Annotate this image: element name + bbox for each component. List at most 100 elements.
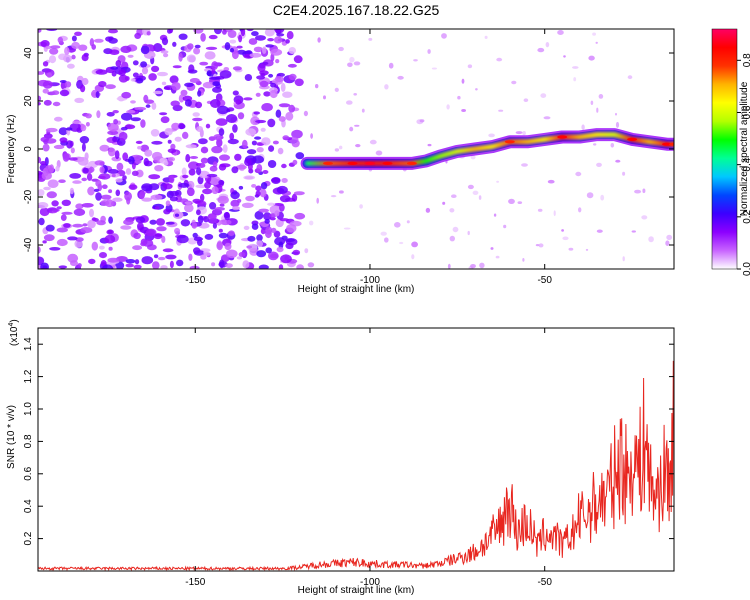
noise-speckle [140, 61, 148, 68]
noise-speckle [411, 241, 418, 248]
noise-speckle [58, 265, 68, 269]
noise-speckle [82, 167, 89, 174]
noise-speckle [590, 100, 594, 106]
noise-speckle [169, 196, 178, 202]
noise-speckle [309, 220, 314, 226]
noise-speckle [648, 236, 654, 243]
noise-speckle [284, 238, 295, 243]
noise-speckle [581, 124, 585, 130]
snr-multiplier-close: ) [9, 319, 20, 322]
noise-speckle [211, 186, 219, 195]
noise-speckle [125, 263, 134, 268]
noise-speckle [227, 30, 237, 38]
noise-speckle [200, 146, 209, 154]
noise-speckle [125, 168, 132, 175]
noise-speckle [189, 156, 199, 159]
snr-multiplier-base: (x10 [9, 326, 20, 346]
noise-speckle [137, 146, 142, 150]
noise-speckle [537, 47, 545, 53]
noise-speckle [205, 123, 211, 129]
noise-speckle [81, 203, 94, 208]
noise-speckle [115, 189, 121, 197]
noise-speckle [207, 218, 220, 224]
noise-speckle [62, 153, 70, 162]
snr-y-tick-label: 0.2 [23, 531, 34, 545]
noise-speckle [148, 183, 160, 191]
noise-speckle [447, 263, 451, 269]
noise-speckle [91, 241, 99, 251]
noise-speckle [45, 127, 58, 133]
noise-speckle [192, 117, 203, 122]
noise-speckle [58, 179, 66, 183]
noise-speckle [42, 240, 47, 244]
noise-speckle [388, 62, 394, 69]
noise-speckle [246, 149, 257, 155]
noise-speckle [641, 215, 648, 220]
noise-speckle [157, 256, 166, 261]
noise-speckle [193, 29, 204, 34]
noise-speckle [67, 63, 75, 69]
noise-speckle [187, 180, 195, 190]
noise-speckle [219, 154, 230, 161]
noise-speckle [200, 33, 206, 42]
noise-speckle [425, 207, 431, 213]
noise-speckle [120, 225, 132, 230]
noise-speckle [56, 206, 62, 210]
noise-speckle [222, 144, 228, 153]
noise-speckle [148, 73, 157, 81]
noise-speckle [267, 38, 274, 42]
noise-speckle [276, 185, 288, 194]
noise-speckle [353, 93, 358, 96]
noise-speckle [191, 222, 198, 229]
noise-speckle [68, 157, 78, 161]
noise-speckle [154, 165, 164, 172]
snr-x-tick-label: -50 [537, 577, 552, 588]
snr-y-tick-label: 0.4 [23, 499, 34, 513]
noise-speckle [218, 164, 227, 171]
noise-speckle [42, 80, 53, 89]
noise-speckle [232, 124, 238, 133]
spectrogram-y-tick-label: 0 [23, 146, 34, 152]
noise-speckle [294, 212, 306, 220]
noise-speckle [135, 140, 143, 144]
spectrogram-y-axis: -40 -20 0 20 40 [23, 47, 674, 252]
noise-speckle [189, 78, 200, 83]
snr-y-axis: 0.2 0.4 0.6 0.8 1.0 1.2 1.4 [23, 337, 674, 546]
noise-speckle [265, 44, 274, 48]
noise-speckle [557, 30, 564, 35]
noise-speckle [237, 49, 246, 55]
noise-speckle [238, 34, 243, 43]
noise-speckle [593, 143, 597, 146]
noise-speckle [274, 29, 285, 34]
noise-speckle [553, 210, 556, 217]
noise-speckle [245, 128, 257, 136]
noise-speckle [224, 242, 232, 251]
noise-speckle [50, 45, 61, 49]
noise-speckle [146, 31, 151, 36]
noise-speckle [535, 244, 540, 247]
noise-speckle [161, 81, 167, 86]
noise-speckle [361, 108, 365, 113]
noise-speckle [174, 213, 180, 217]
noise-speckle [666, 234, 673, 241]
noise-speckle [256, 234, 263, 242]
noise-speckle [274, 36, 283, 44]
noise-speckle [268, 145, 275, 152]
noise-speckle [241, 202, 254, 208]
noise-speckle [185, 154, 191, 163]
noise-speckle [369, 139, 377, 145]
noise-speckle [63, 223, 71, 228]
noise-speckle [380, 231, 387, 236]
noise-speckle [131, 170, 139, 176]
noise-speckle [397, 75, 404, 80]
noise-speckle [93, 188, 100, 192]
noise-speckle [123, 219, 134, 226]
noise-speckle [622, 171, 626, 176]
noise-speckle [543, 116, 551, 120]
noise-speckle [211, 61, 219, 70]
ridge-peak [347, 161, 358, 165]
ridge-peak [627, 137, 638, 141]
noise-speckle [359, 204, 363, 209]
noise-speckle [115, 60, 122, 67]
noise-speckle [45, 165, 53, 174]
